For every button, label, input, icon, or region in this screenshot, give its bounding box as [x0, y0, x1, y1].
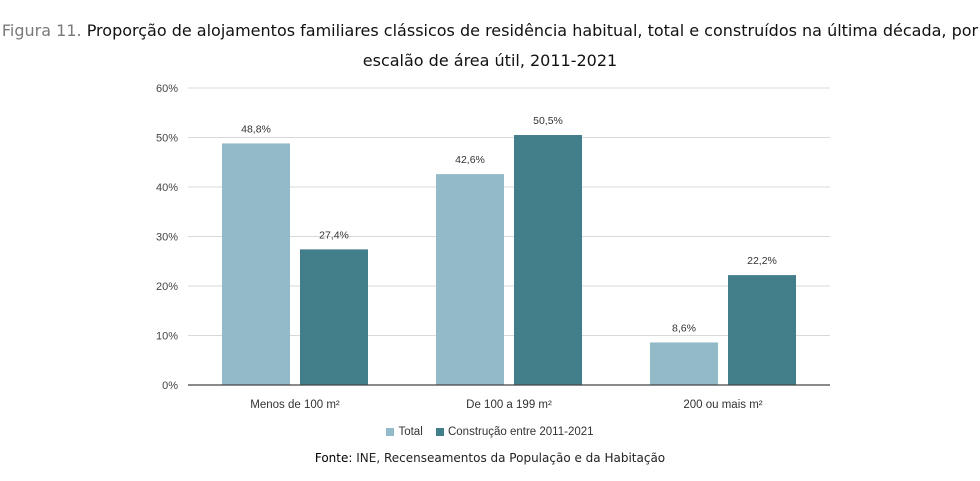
- y-tick-label: 60%: [156, 83, 178, 95]
- source-note: Fonte: INE, Recenseamentos da População …: [0, 451, 980, 465]
- y-tick-label: 30%: [156, 232, 178, 244]
- data-label: 27,4%: [319, 229, 349, 241]
- x-tick-label: De 100 a 199 m²: [466, 399, 552, 411]
- legend-label-construcao: Construção entre 2011-2021: [447, 426, 594, 438]
- y-tick-label: 40%: [156, 182, 178, 194]
- data-label: 48,8%: [241, 123, 271, 135]
- bar: [514, 135, 582, 385]
- figure-number: Figura 11.: [1, 21, 82, 40]
- x-tick-label: 200 ou mais m²: [683, 399, 762, 411]
- legend-label-total: Total: [398, 426, 423, 438]
- bar: [650, 342, 718, 385]
- y-tick-label: 10%: [156, 331, 178, 343]
- title-line-1: Figura 11. Proporção de alojamentos fami…: [0, 16, 980, 46]
- data-label: 42,6%: [455, 154, 485, 166]
- data-label: 8,6%: [672, 322, 696, 334]
- y-tick-label: 20%: [156, 281, 178, 293]
- bar: [300, 249, 368, 385]
- bar: [728, 275, 796, 385]
- legend: Total Construção entre 2011-2021: [0, 426, 980, 439]
- legend-swatch-total: [386, 428, 395, 436]
- y-tick-label: 50%: [156, 133, 178, 145]
- x-tick-label: Menos de 100 m²: [250, 399, 340, 411]
- source-text: INE, Recenseamentos da População e da Ha…: [356, 451, 666, 465]
- data-label: 50,5%: [533, 115, 563, 127]
- source-label: Fonte:: [314, 451, 353, 465]
- chart-title: Figura 11. Proporção de alojamentos fami…: [0, 16, 980, 76]
- bar: [436, 174, 504, 385]
- legend-swatch-construcao: [435, 428, 444, 436]
- y-tick-label: 0%: [162, 380, 178, 392]
- bar: [222, 143, 290, 385]
- title-text-line-2: escalão de área útil, 2011-2021: [362, 51, 618, 70]
- title-text-line-1: Proporção de alojamentos familiares clás…: [86, 21, 979, 40]
- data-label: 22,2%: [747, 255, 777, 267]
- legend-item-construcao: Construção entre 2011-2021: [435, 426, 594, 438]
- legend-item-total: Total: [386, 426, 423, 438]
